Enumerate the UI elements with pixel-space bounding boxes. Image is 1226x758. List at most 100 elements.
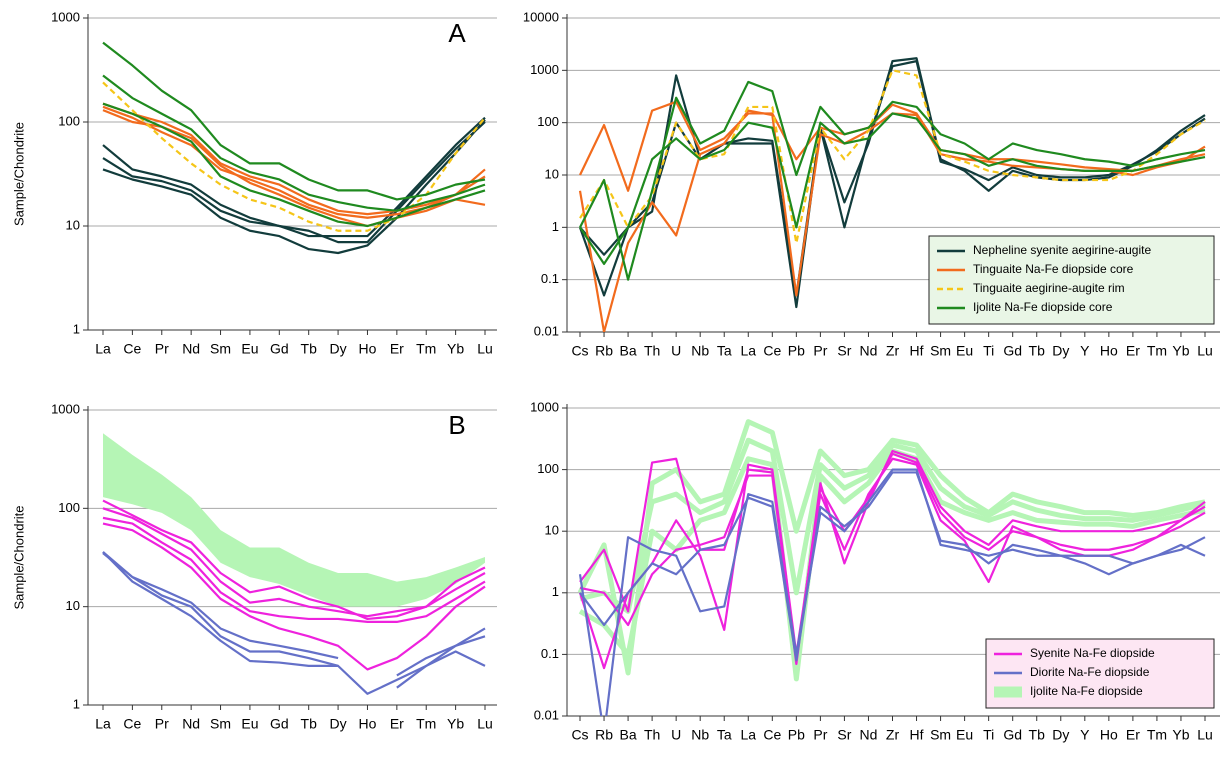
series-line <box>578 57 1206 309</box>
legend-label: Syenite Na-Fe diopside <box>1030 646 1155 660</box>
x-tick-label: Gd <box>1003 343 1022 359</box>
x-tick-label: Cs <box>571 727 588 743</box>
series-line <box>102 41 486 201</box>
x-tick-label: Er <box>390 716 404 732</box>
legend: Nepheline syenite aegirine-augite Tinguai… <box>928 235 1215 325</box>
legend-label: Tinguaite aegirine-augite rim <box>973 281 1125 295</box>
x-tick-label: Tb <box>301 716 318 732</box>
x-tick-label: Ta <box>717 343 732 359</box>
x-tick-label: Hf <box>910 343 924 359</box>
x-tick-label: Er <box>1126 343 1140 359</box>
y-tick-label: 10 <box>545 166 559 181</box>
y-tick-label: 1 <box>73 696 80 711</box>
x-tick-label: Sm <box>210 716 231 732</box>
y-tick-label: 1 <box>73 321 80 336</box>
plot-area <box>578 57 1206 332</box>
series-line <box>579 80 1206 281</box>
x-tick-label: Gd <box>270 716 289 732</box>
x-tick-label: Eu <box>956 727 973 743</box>
series-line <box>102 522 486 671</box>
x-tick-label: Yb <box>447 341 464 357</box>
x-tick-label: Tb <box>301 341 318 357</box>
series-line <box>102 551 486 689</box>
x-tick-label: Sr <box>837 727 851 743</box>
x-tick-label: Yb <box>1172 727 1189 743</box>
x-tick-label: Sm <box>930 343 951 359</box>
x-tick-label: Dy <box>1052 343 1069 359</box>
series-line <box>102 109 486 228</box>
series-line <box>102 516 486 623</box>
series-line <box>579 112 1206 266</box>
x-tick-label: Pr <box>813 727 827 743</box>
x-tick-label: Lu <box>477 341 493 357</box>
y-tick-label: 1000 <box>530 62 559 77</box>
x-tick-label: Yb <box>447 716 464 732</box>
series-line <box>102 116 486 238</box>
x-tick-label: Nd <box>860 727 878 743</box>
x-tick-label: Cs <box>571 343 588 359</box>
x-tick-label: Th <box>644 727 660 743</box>
series-line <box>577 419 1206 676</box>
x-tick-label: Pb <box>788 727 805 743</box>
y-tick-label: 100 <box>58 113 80 128</box>
series-line <box>579 471 1206 662</box>
series-line <box>102 552 486 677</box>
x-tick-label: Ba <box>620 727 637 743</box>
x-tick-label: Nb <box>691 727 709 743</box>
x-tick-label: Tm <box>416 341 436 357</box>
x-tick-label: Ce <box>123 716 141 732</box>
y-tick-label: 0.01 <box>534 323 559 338</box>
x-tick-label: Th <box>644 343 660 359</box>
series-line <box>579 100 1206 192</box>
x-tick-label: Nd <box>182 716 200 732</box>
x-tick-label: Eu <box>956 343 973 359</box>
plot-area <box>102 41 486 255</box>
x-tick-label: Er <box>1126 727 1140 743</box>
legend-box <box>928 235 1215 325</box>
y-tick-label: 0.01 <box>534 707 559 722</box>
x-tick-label: Tm <box>416 716 436 732</box>
x-tick-label: Gd <box>270 341 289 357</box>
series-line <box>579 69 1206 245</box>
y-tick-label: 1 <box>552 584 559 599</box>
x-tick-label: Ti <box>983 727 994 743</box>
x-tick-label: Sr <box>837 343 851 359</box>
series-line <box>102 81 486 232</box>
series-line <box>102 121 486 244</box>
series-line <box>579 449 1206 666</box>
x-tick-label: Nd <box>182 341 200 357</box>
legend-label: Ijolite Na-Fe diopside core <box>973 300 1113 314</box>
x-tick-label: Pb <box>788 343 805 359</box>
series-line <box>579 437 1206 614</box>
panel: 1 10 100 1000 La Ce Pr Nd Sm Eu Gd Tb Dy Ho Er Tm Yb Lu Sa… <box>11 9 497 357</box>
x-tick-label: Dy <box>1052 727 1069 743</box>
range-band <box>103 433 485 607</box>
x-tick-label: Ho <box>1100 727 1118 743</box>
x-tick-label: Zr <box>886 727 900 743</box>
y-tick-label: 0.1 <box>541 646 559 661</box>
x-tick-label: Tb <box>1029 343 1046 359</box>
x-tick-label: Dy <box>330 716 347 732</box>
x-tick-label: Er <box>390 341 404 357</box>
series-line <box>102 551 486 695</box>
x-tick-label: La <box>95 716 111 732</box>
y-tick-label: 10 <box>545 523 559 538</box>
x-tick-label: Ho <box>359 716 377 732</box>
x-tick-label: Eu <box>241 341 258 357</box>
x-tick-label: Ho <box>1100 343 1118 359</box>
x-tick-label: Sm <box>930 727 951 743</box>
plot-area <box>102 433 486 695</box>
series-line <box>579 452 1206 662</box>
x-tick-label: Ti <box>983 343 994 359</box>
series-line <box>102 102 486 228</box>
x-tick-label: Ce <box>763 343 781 359</box>
legend-label: Diorite Na-Fe diopside <box>1030 665 1150 679</box>
plot-area <box>577 419 1206 716</box>
legend-label: Ijolite Na-Fe diopside <box>1030 684 1143 698</box>
legend-label: Nepheline syenite aegirine-augite <box>973 243 1151 257</box>
x-tick-label: Hf <box>910 727 924 743</box>
x-tick-label: Rb <box>595 727 613 743</box>
legend-label: Tinguaite Na-Fe diopside core <box>973 262 1134 276</box>
x-tick-label: Tb <box>1029 727 1046 743</box>
panel: 0.01 0.1 1 10 100 1000 Cs Rb Ba Th U Nb Ta La Ce Pb Pr Sr… <box>530 399 1220 743</box>
